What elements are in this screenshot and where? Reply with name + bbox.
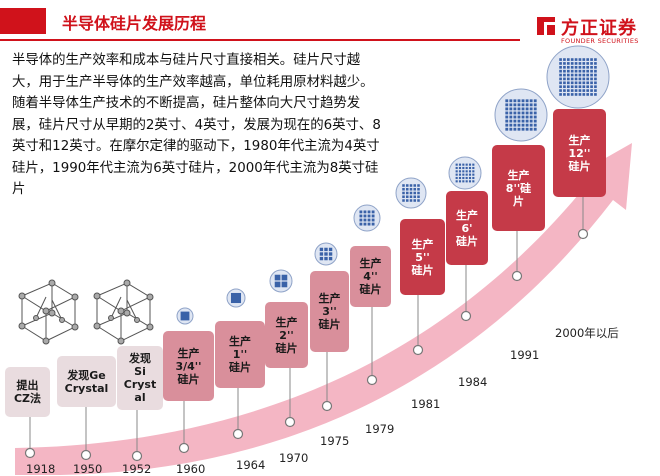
timeline-dot xyxy=(460,310,472,322)
year-label: 1970 xyxy=(279,451,309,465)
intro-text: 半导体的生产效率和成本与硅片尺寸直接相关。硅片尺寸越大，用于生产半导体的生产效率… xyxy=(12,50,382,201)
timeline-dot xyxy=(131,450,143,462)
timeline-dot xyxy=(24,447,36,459)
header-divider xyxy=(0,39,520,41)
milestone-box: 提出 CZ法 xyxy=(5,367,50,417)
timeline-dot xyxy=(232,428,244,440)
milestone-box: 生产 1'' 硅片 xyxy=(215,321,265,388)
wafer-icon xyxy=(176,307,194,325)
timeline-dot xyxy=(511,270,523,282)
milestone-label: 生产 2'' 硅片 xyxy=(275,315,298,355)
milestone-box: 生产 5'' 硅片 xyxy=(400,219,445,295)
logo-name: 方正证券 xyxy=(561,18,637,39)
year-label: 1979 xyxy=(365,422,395,436)
wafer-icon xyxy=(353,204,381,232)
year-label: 1981 xyxy=(411,397,441,411)
milestone-label: 生产 12'' 硅片 xyxy=(568,133,591,173)
year-label: 1984 xyxy=(458,375,488,389)
milestone-box: 发现 Si Cryst al xyxy=(117,346,163,410)
milestone-box: 生产 2'' 硅片 xyxy=(265,302,308,368)
timeline-dot xyxy=(366,374,378,386)
milestone-label: 生产 8''硅 片 xyxy=(505,168,532,208)
page-title: 半导体硅片发展历程 xyxy=(62,14,207,33)
milestone-box: 发现Ge Crystal xyxy=(57,356,116,407)
wafer-icon xyxy=(314,242,338,266)
milestone-label: 生产 5'' 硅片 xyxy=(411,237,434,277)
founder-logo: 方正证券 FOUNDER SECURITIES xyxy=(535,14,655,45)
header: 半导体硅片发展历程 xyxy=(0,0,660,42)
founder-logo-icon xyxy=(537,17,555,35)
timeline-dot xyxy=(284,416,296,428)
timeline-dot xyxy=(412,344,424,356)
year-label: 1918 xyxy=(26,462,56,476)
logo-subtitle: FOUNDER SECURITIES xyxy=(561,37,639,45)
milestone-label: 生产 3'' 硅片 xyxy=(318,292,341,331)
milestone-label: 发现 Si Cryst al xyxy=(123,352,157,404)
wafer-icon xyxy=(395,177,427,209)
milestone-box: 生产 12'' 硅片 xyxy=(553,109,606,197)
wafer-icon xyxy=(226,288,246,308)
year-label: 1975 xyxy=(320,434,350,448)
milestone-label: 生产 1'' 硅片 xyxy=(229,335,251,374)
milestone-label: 提出 CZ法 xyxy=(13,379,42,405)
wafer-icon xyxy=(494,88,548,142)
milestone-label: 生产 6' 硅片 xyxy=(456,208,478,248)
milestone-box: 生产 8''硅 片 xyxy=(492,145,545,231)
year-label: 1991 xyxy=(510,348,540,362)
intro-paragraph-1: 半导体的生产效率和成本与硅片尺寸直接相关。硅片尺寸越大，用于生产半导体的生产效率… xyxy=(12,53,374,90)
year-label: 1960 xyxy=(176,462,206,476)
milestone-box: 生产 4'' 硅片 xyxy=(350,246,391,307)
timeline-dot xyxy=(577,228,589,240)
timeline-dot xyxy=(80,449,92,461)
milestone-label: 生产 4'' 硅片 xyxy=(359,257,382,296)
milestone-box: 生产 6' 硅片 xyxy=(446,191,488,265)
milestone-box: 生产 3/4'' 硅片 xyxy=(163,331,214,401)
crystal-lattice-left xyxy=(18,279,79,345)
wafer-icons xyxy=(176,45,610,325)
timeline-dots xyxy=(24,197,589,462)
year-label: 2000年以后 xyxy=(555,326,619,340)
wafer-icon xyxy=(448,156,482,190)
wafer-icon xyxy=(269,269,293,293)
wafer-icon xyxy=(546,45,610,109)
milestone-label: 生产 3/4'' 硅片 xyxy=(175,346,202,386)
year-label: 1964 xyxy=(236,458,266,472)
year-label: 1950 xyxy=(73,462,103,476)
year-label: 1952 xyxy=(122,462,152,476)
milestone-box: 生产 3'' 硅片 xyxy=(310,271,349,352)
crystal-lattice-right xyxy=(93,279,154,345)
timeline-dot xyxy=(321,400,333,412)
intro-paragraph-2: 随着半导体生产技术的不断提高，硅片整体向大尺寸趋势发展，硅片尺寸从早期的2英寸、… xyxy=(12,96,381,197)
timeline-dot xyxy=(178,442,190,454)
milestone-label: 发现Ge Crystal xyxy=(64,368,109,395)
header-accent-bar xyxy=(0,8,46,34)
